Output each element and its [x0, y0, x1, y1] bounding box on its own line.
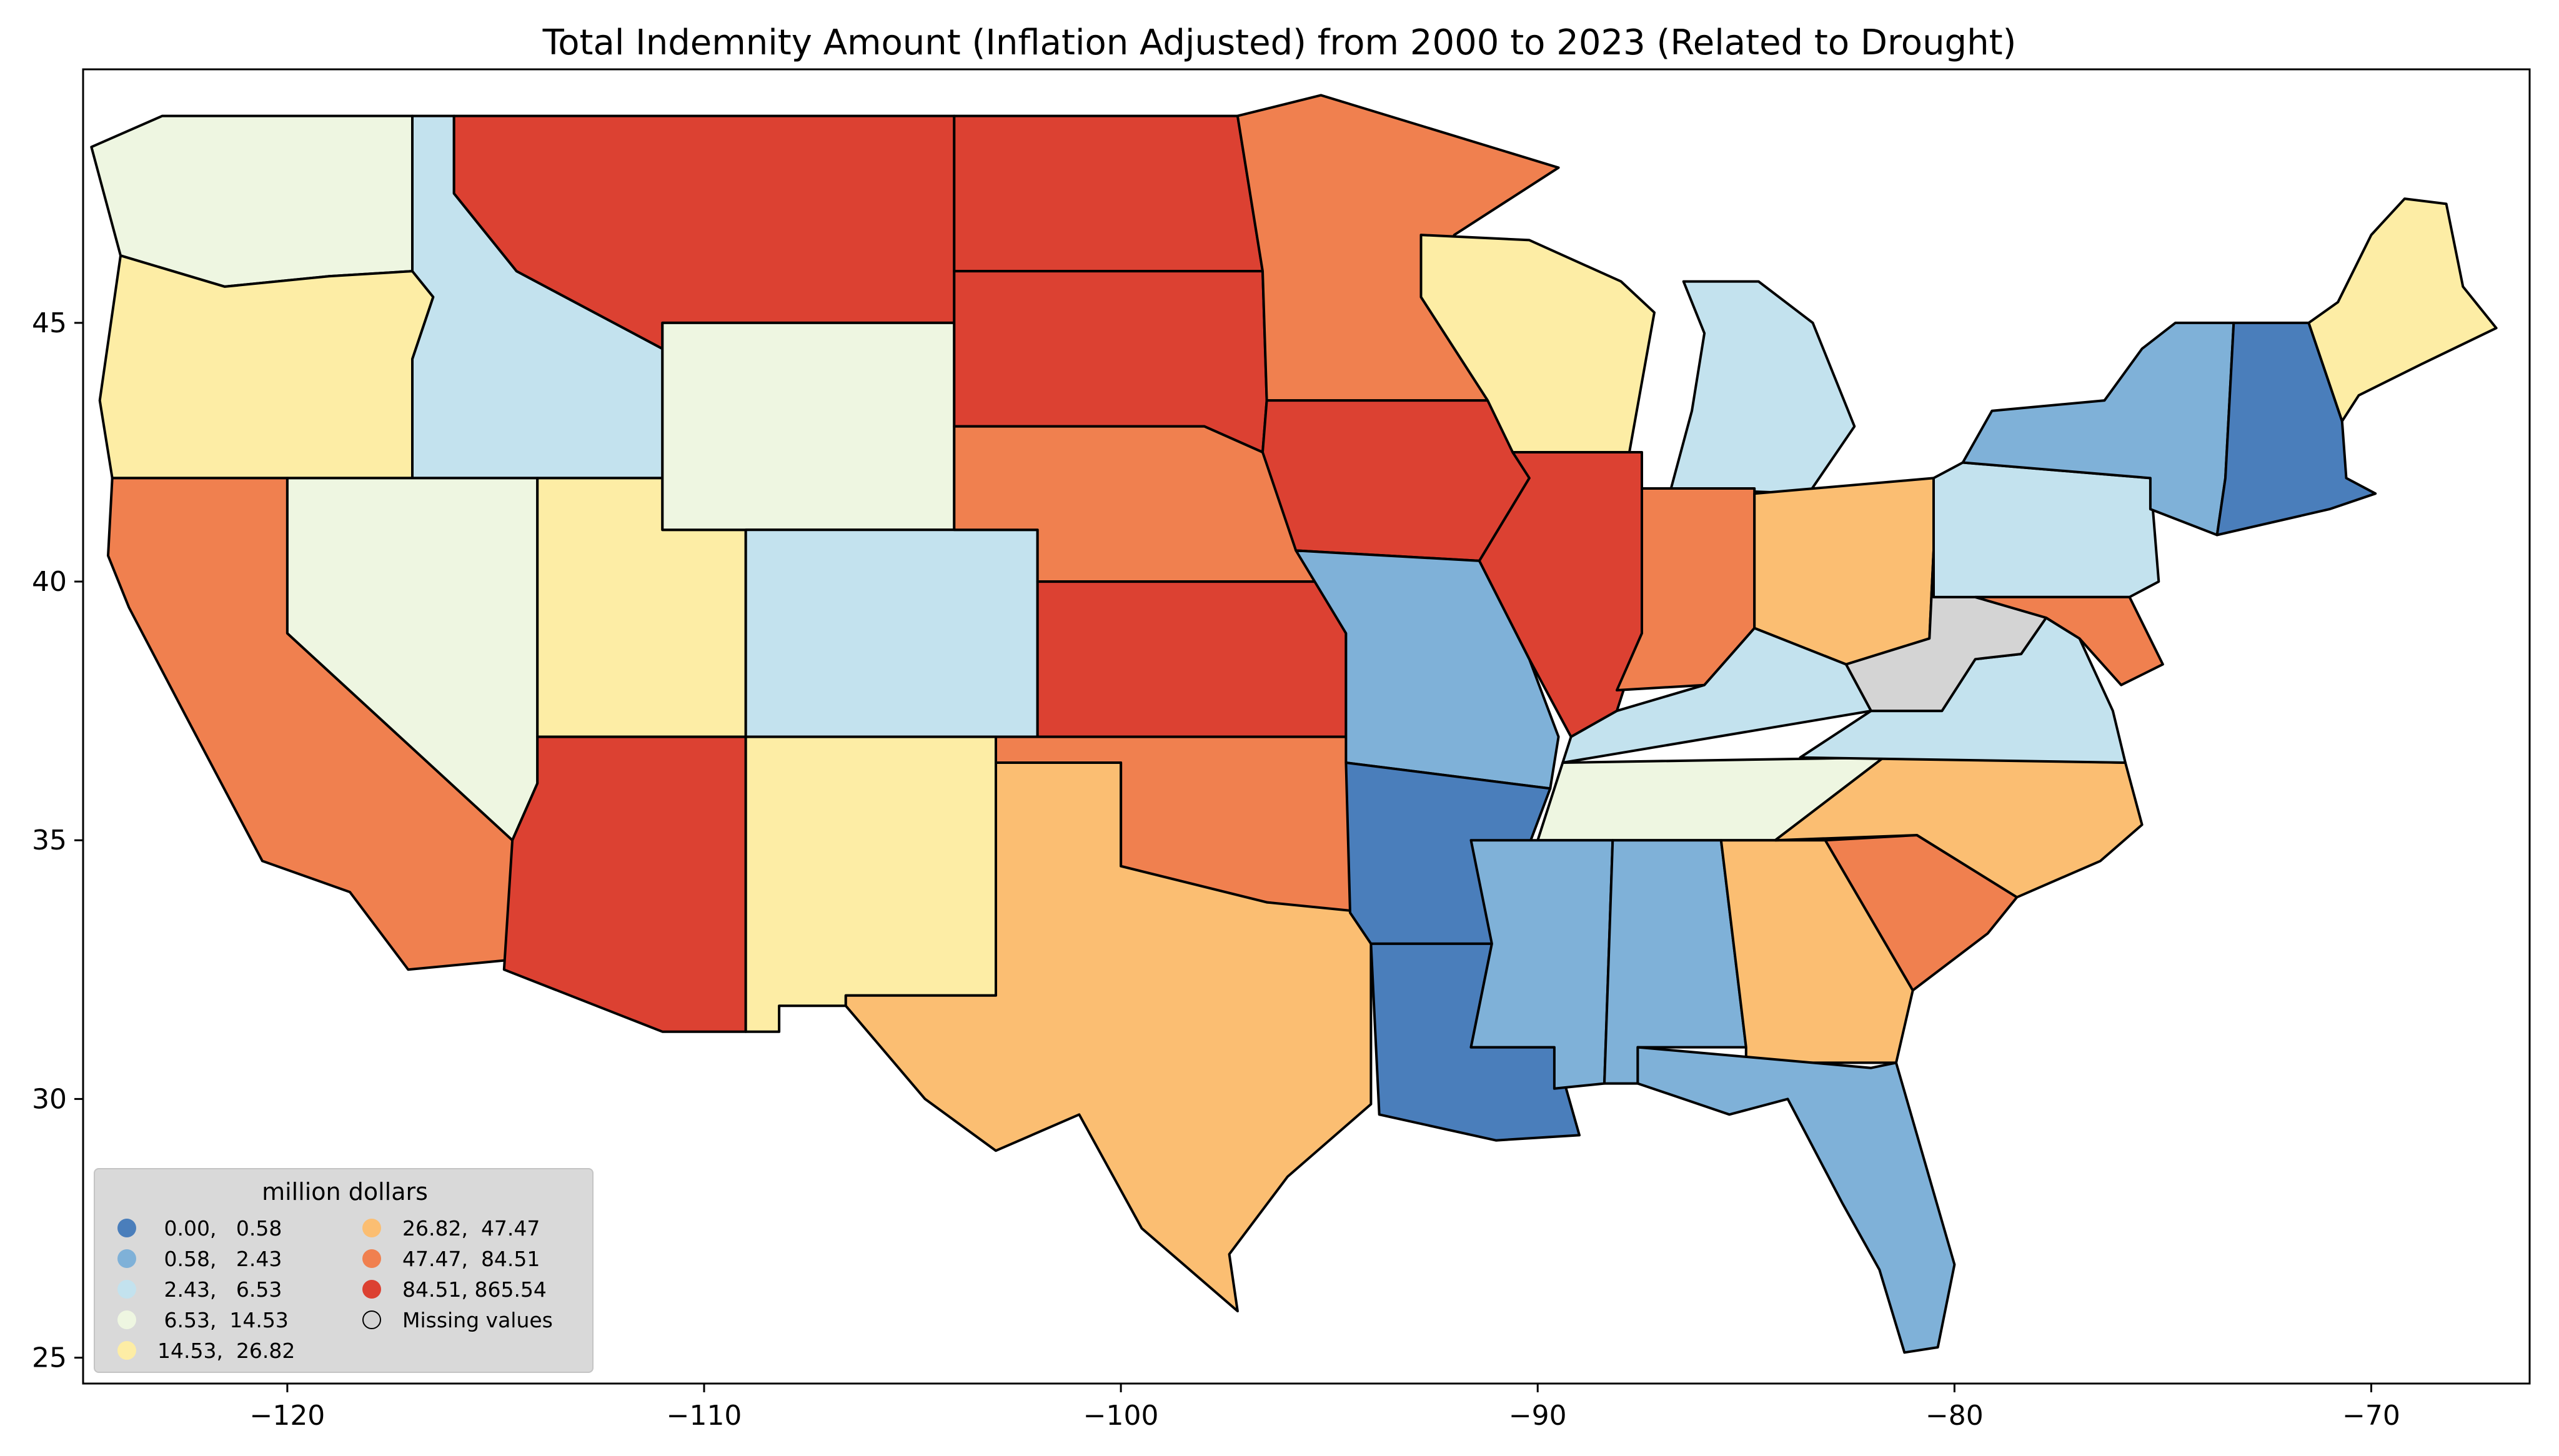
- state-new-mexico: [744, 735, 997, 1033]
- x-tick-label: −100: [1083, 1400, 1159, 1432]
- state-ohio: [1753, 477, 1935, 666]
- legend-title: million dollars: [262, 1178, 428, 1206]
- x-tick-label: −80: [1925, 1400, 1984, 1432]
- x-axis: −120 −110 −100 −90 −80 −70: [249, 1384, 2400, 1432]
- legend-label: 84.51, 865.54: [402, 1277, 547, 1302]
- legend-entry: 2.43, 6.53: [117, 1274, 282, 1304]
- legend-entry: 84.51, 865.54: [362, 1274, 547, 1304]
- legend: million dollars 0.00, 0.58 0.58, 2.43 2.…: [94, 1168, 594, 1373]
- map-title: Total Indemnity Amount (Inflation Adjust…: [542, 22, 2017, 63]
- y-tick-label: 25: [32, 1342, 67, 1374]
- state-iowa: [1261, 399, 1531, 562]
- legend-entry: 0.00, 0.58: [117, 1213, 282, 1243]
- x-tick-label: −120: [249, 1400, 325, 1432]
- state-michigan: [1669, 280, 1856, 495]
- state-arizona: [502, 735, 747, 1033]
- x-tick-label: −110: [667, 1400, 742, 1432]
- state-north-dakota: [953, 114, 1264, 273]
- y-tick-label: 45: [32, 307, 67, 339]
- state-texas: [844, 761, 1373, 1312]
- state-kansas: [1036, 580, 1348, 738]
- plot-frame: [82, 68, 2531, 1385]
- state-pennsylvania: [1932, 461, 2160, 598]
- legend-label: 0.58, 2.43: [157, 1246, 282, 1271]
- legend-label: 26.82, 47.47: [402, 1216, 540, 1241]
- x-tick-label: −90: [1509, 1400, 1567, 1432]
- legend-entry: 0.58, 2.43: [117, 1244, 282, 1274]
- legend-label: 6.53, 14.53: [157, 1307, 289, 1332]
- state-oregon: [98, 254, 435, 480]
- state-south-dakota: [953, 270, 1268, 453]
- legend-label: 2.43, 6.53: [157, 1277, 282, 1302]
- state-florida: [1636, 1046, 1956, 1354]
- y-tick-label: 40: [32, 566, 67, 598]
- legend-label: 47.47, 84.51: [402, 1246, 540, 1271]
- legend-entry: 14.53, 26.82: [117, 1335, 295, 1365]
- x-tick-label: −70: [2342, 1400, 2400, 1432]
- legend-label: 0.00, 0.58: [157, 1216, 282, 1241]
- legend-marker: [117, 1219, 136, 1237]
- y-axis: 45 40 35 30 25: [32, 307, 83, 1374]
- state-colorado: [744, 528, 1039, 738]
- legend-marker: [362, 1219, 381, 1237]
- legend-marker: [117, 1249, 136, 1268]
- state-regions: [90, 94, 2498, 1354]
- legend-marker: [117, 1280, 136, 1299]
- legend-label: Missing values: [402, 1307, 553, 1332]
- legend-marker: [117, 1341, 136, 1360]
- legend-marker: [362, 1280, 381, 1299]
- legend-label: 14.53, 26.82: [157, 1338, 296, 1363]
- legend-marker: [362, 1249, 381, 1268]
- y-tick-label: 30: [32, 1083, 67, 1115]
- legend-entry: Missing values: [362, 1305, 553, 1335]
- state-maryland: [1974, 595, 2164, 686]
- legend-marker: [362, 1310, 381, 1329]
- state-wyoming: [661, 321, 956, 532]
- legend-entry: 26.82, 47.47: [362, 1213, 540, 1243]
- y-tick-label: 35: [32, 825, 67, 856]
- legend-entry: 6.53, 14.53: [117, 1305, 289, 1335]
- legend-entry: 47.47, 84.51: [362, 1244, 540, 1274]
- state-maine: [2307, 197, 2498, 423]
- legend-marker: [117, 1310, 136, 1329]
